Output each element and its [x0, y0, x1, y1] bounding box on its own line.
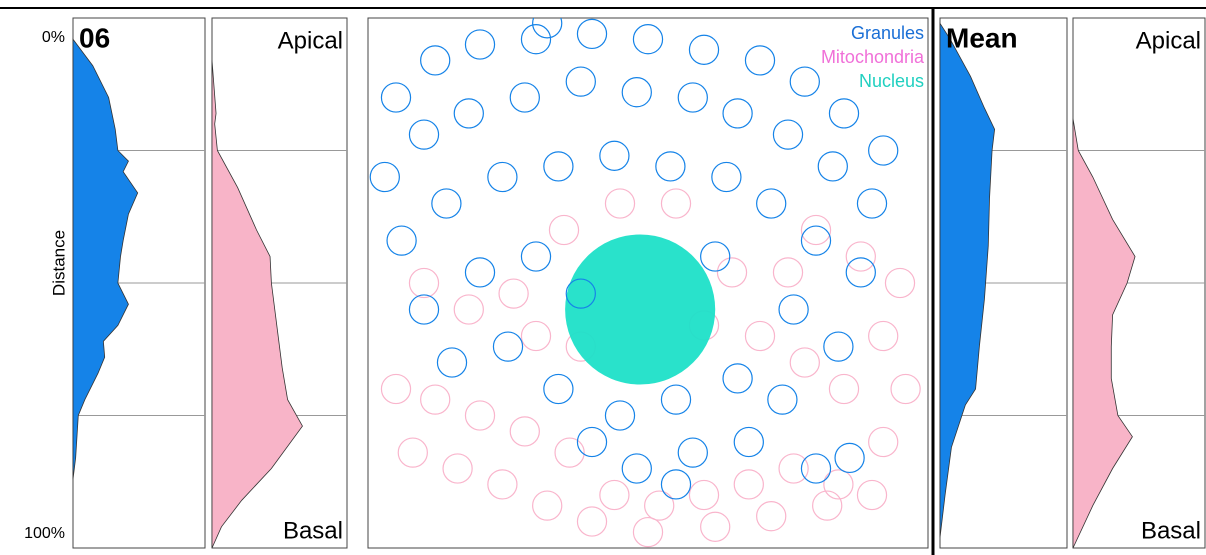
- nucleus: [565, 234, 715, 384]
- legend-entry: Mitochondria: [821, 47, 925, 67]
- annotation: Apical: [278, 27, 343, 54]
- y-tick-label: 100%: [24, 525, 65, 542]
- panel-title: 06: [79, 22, 110, 53]
- y-tick-label: 0%: [42, 29, 65, 46]
- legend-entry: Nucleus: [859, 71, 924, 91]
- y-axis-label: Distance: [49, 230, 68, 296]
- legend-entry: Granules: [851, 23, 924, 43]
- annotation: Basal: [1141, 517, 1201, 544]
- figure: 06 0% 100% Distance Apical Basal Granules Mitoc…: [0, 0, 1206, 555]
- annotation: Apical: [1136, 27, 1201, 54]
- panel-title: Mean: [946, 22, 1018, 53]
- annotation: Basal: [283, 517, 343, 544]
